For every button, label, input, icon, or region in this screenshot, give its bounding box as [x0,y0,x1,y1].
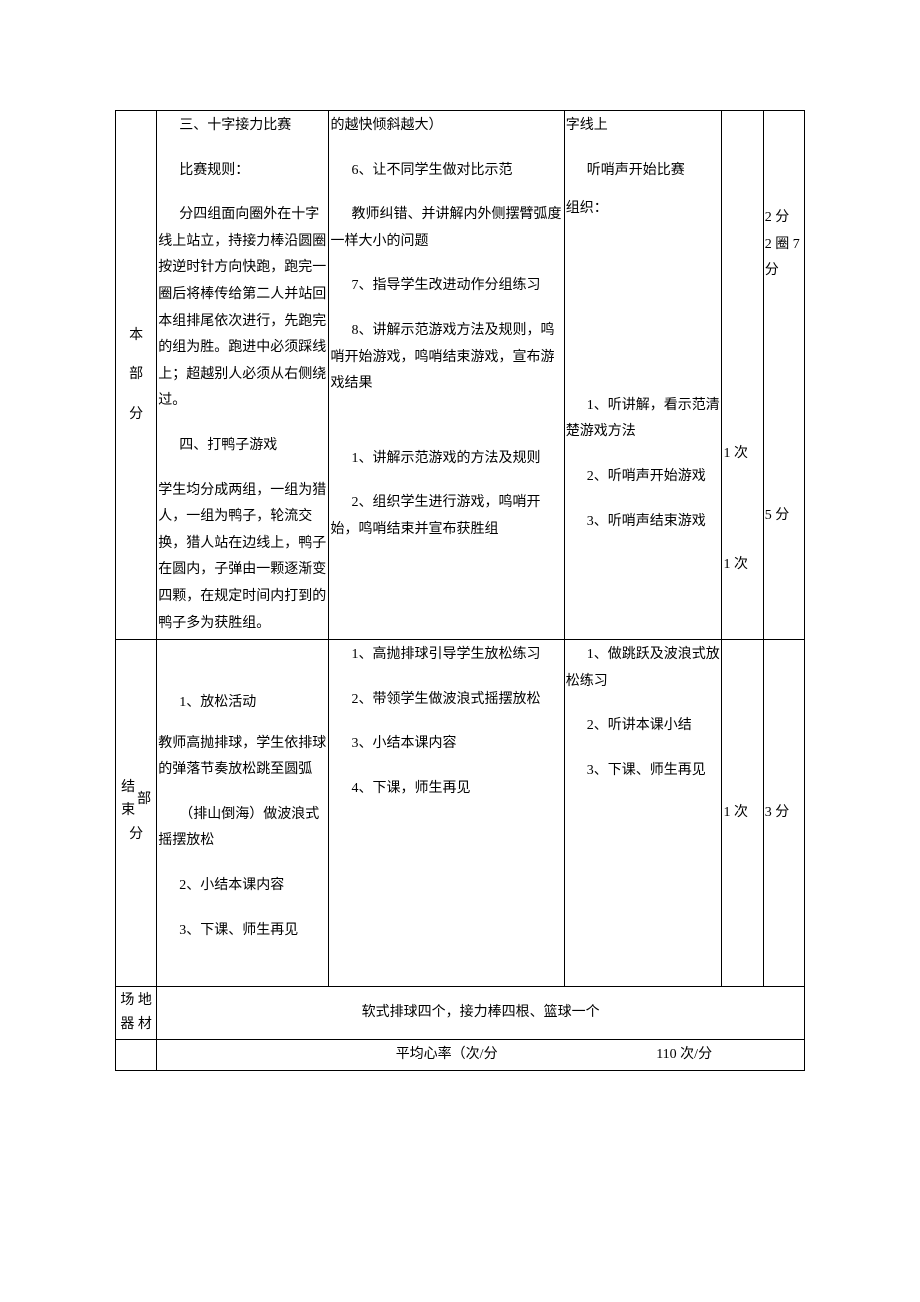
main-content-col: 三、十字接力比赛 比赛规则： 分四组面向圈外在十字线上站立，持接力棒沿圆圈按逆时… [157,111,329,640]
text-line: 1、讲解示范游戏的方法及规则 [330,446,562,473]
heartrate-value: 110 次/分 [564,1039,804,1071]
end-reps-col: 1 次 [722,640,763,987]
text-line: 1 次 [723,800,761,827]
text-line: 1、做跳跃及波浪式放松练习 [566,642,721,695]
text-line: 4、下课，师生再见 [330,776,562,803]
text-line: 三、十字接力比赛 [158,113,327,140]
text-line: 2、组织学生进行游戏，鸣哨开始，鸣哨结束并宣布获胜组 [330,490,562,543]
text-line: 2、听讲本课小结 [566,713,721,740]
heartrate-row-blank [116,1039,157,1071]
text-line: 字线上 [566,113,721,140]
text-line: 3、听哨声结束游戏 [566,509,721,536]
text-line: 5 分 [765,503,803,530]
text-line: 1、放松活动 [158,690,327,717]
text-line: 比赛规则： [158,158,327,185]
text-line: 1 次 [723,552,761,579]
label-char: 分 [129,407,143,422]
end-student-col: 1、做跳跃及波浪式放松练习 2、听讲本课小结 3、下课、师生再见 [564,640,722,987]
text-line: 四、打鸭子游戏 [158,433,327,460]
text-line: 3 分 [765,800,803,827]
text-line: 3、下课、师生再见 [158,918,327,945]
label-char: 分 [129,822,143,849]
text-line: （排山倒海）做波浪式摇摆放松 [158,802,327,855]
lesson-plan-table: 本 部 分 三、十字接力比赛 比赛规则： 分四组面向圈外在十字线上站立，持接力棒… [115,110,805,1071]
heartrate-label: 平均心率（次/分 [329,1039,564,1071]
label-char: 结 [121,780,135,795]
label-char: 部 [129,367,143,382]
end-content-col: 1、放松活动 教师高抛排球，学生依排球的弹落节奏放松跳至圆弧 （排山倒海）做波浪… [157,640,329,987]
text-line: 3、小结本课内容 [330,731,562,758]
text-line: 1、高抛排球引导学生放松练习 [330,642,562,669]
label-char: 部 [137,787,151,814]
text-line: 听哨声开始比赛 [566,158,721,185]
text-line: 的越快倾斜越大） [330,113,562,140]
section-label-end: 结 束 部 分 [116,640,157,987]
equipment-label: 场 地 器 材 [116,987,157,1040]
label-char: 本 [129,328,143,343]
heartrate-row-blank2 [157,1039,329,1071]
text-line: 组织： [566,196,721,223]
section-label-main: 本 部 分 [116,111,157,640]
text-line: 教师纠错、并讲解内外侧摆臂弧度一样大小的问题 [330,202,562,255]
label-char: 场 地 [120,993,152,1008]
student-activity-col: 字线上 听哨声开始比赛 组织： 1、听讲解，看示范清楚游戏方法 2、听哨声开始游… [564,111,722,640]
text-line: 7、指导学生改进动作分组练习 [330,273,562,300]
label-char: 器 材 [120,1017,152,1032]
text-line: 2 分 [765,205,803,232]
time-col: 2 分 2 圈 7 分 5 分 [763,111,804,640]
end-teacher-col: 1、高抛排球引导学生放松练习 2、带领学生做波浪式摇摆放松 3、小结本课内容 4… [329,640,564,987]
text-line: 1、听讲解，看示范清楚游戏方法 [566,393,721,446]
text-line: 教师高抛排球，学生依排球的弹落节奏放松跳至圆弧 [158,731,327,784]
text-line: 2 圈 [765,237,790,252]
teacher-activity-col: 的越快倾斜越大） 6、让不同学生做对比示范 教师纠错、并讲解内外侧摆臂弧度一样大… [329,111,564,640]
end-time-col: 3 分 [763,640,804,987]
label-char: 束 [121,803,135,818]
reps-col: 1 次 1 次 [722,111,763,640]
text-line: 2、听哨声开始游戏 [566,464,721,491]
text-line: 6、让不同学生做对比示范 [330,158,562,185]
text-line: 2、小结本课内容 [158,873,327,900]
equipment-value: 软式排球四个，接力棒四根、篮球一个 [157,987,805,1040]
text-line: 学生均分成两组，一组为猎人，一组为鸭子，轮流交换，猎人站在边线上，鸭子在圆内，子… [158,478,327,638]
text-line: 8、讲解示范游戏方法及规则，鸣哨开始游戏，鸣哨结束游戏，宣布游戏结果 [330,318,562,398]
text-line: 3、下课、师生再见 [566,758,721,785]
text-line: 2、带领学生做波浪式摇摆放松 [330,687,562,714]
text-line: 分四组面向圈外在十字线上站立，持接力棒沿圆圈按逆时针方向快跑，跑完一圈后将棒传给… [158,202,327,415]
text-line: 1 次 [723,441,761,468]
